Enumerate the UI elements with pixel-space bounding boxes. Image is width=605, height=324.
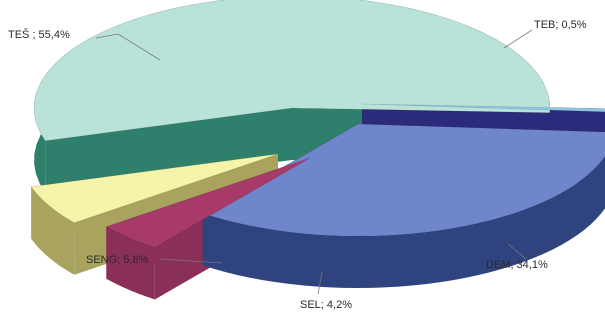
slice-seng (30, 153, 279, 224)
slice-tops (30, 0, 605, 248)
leader-line-dem (507, 243, 527, 260)
slice-label-tes: TEŠ ; 55,4% (8, 28, 70, 41)
leader-line-teb (503, 29, 533, 49)
leader-line-seng (159, 258, 223, 264)
slice-label-seng: SENG; 5,8% (86, 254, 149, 266)
slice-label-sel: SEL; 4,2% (300, 299, 352, 311)
slice-sel (105, 157, 311, 248)
slice-label-dem: DEM; 34,1% (486, 259, 548, 271)
slice-dem (201, 123, 605, 237)
slice-wall-seng-1 (31, 154, 278, 239)
slice-label-teb: TEB; 0,5% (534, 19, 587, 31)
slice-teb (361, 103, 605, 113)
slice-side-dem (202, 156, 605, 288)
leader-line-sel (317, 271, 323, 295)
slice-wall-tes-0 (45, 108, 292, 193)
leader-lines (95, 29, 533, 295)
leader-line-tes (95, 33, 161, 61)
